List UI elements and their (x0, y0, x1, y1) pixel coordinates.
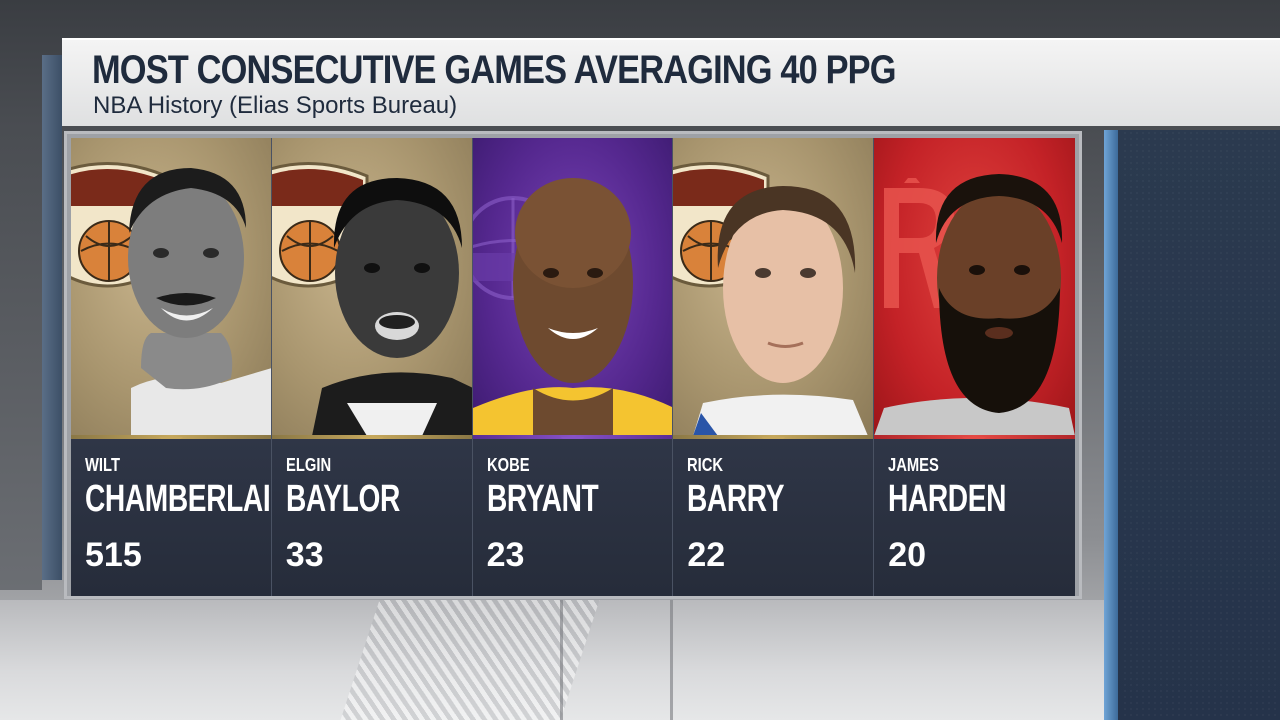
studio-floor-seam (560, 600, 563, 720)
studio-right-panel (1106, 130, 1280, 720)
studio-left-frame (0, 130, 42, 590)
player-portrait (311, 178, 472, 436)
player-stat-value: 22 (687, 536, 726, 574)
player-last-name: BRYANT (486, 478, 599, 520)
player-info: JAMES HARDEN 20 (874, 439, 1075, 596)
player-cards: WILT CHAMBERLAIN 515 (71, 138, 1075, 596)
player-stat-value: 23 (486, 536, 525, 574)
player-last-name: HARDEN (888, 478, 1007, 520)
player-stat-value: 515 (85, 536, 142, 574)
player-stat-value: 33 (285, 536, 324, 574)
studio-floor-seam (670, 600, 673, 720)
page-title: MOST CONSECUTIVE GAMES AVERAGING 40 PPG (92, 48, 897, 92)
studio-left-strip (42, 55, 62, 580)
player-cards-frame: WILT CHAMBERLAIN 515 (64, 131, 1082, 599)
player-first-name: JAMES (888, 455, 940, 475)
rockets-logo-icon (884, 178, 955, 308)
player-card: RICK BARRY 22 (673, 138, 875, 596)
player-photo (271, 138, 472, 436)
player-info: RICK BARRY 22 (673, 439, 874, 596)
page-subtitle: NBA History (Elias Sports Bureau) (93, 92, 458, 119)
player-first-name: WILT (85, 455, 120, 475)
player-portrait (472, 178, 673, 436)
player-portrait (874, 174, 1075, 436)
hall-of-fame-logo-icon (271, 162, 369, 288)
title-banner: MOST CONSECUTIVE GAMES AVERAGING 40 PPG … (62, 38, 1280, 126)
player-card: JAMES HARDEN 20 (874, 138, 1075, 596)
player-last-name: BARRY (687, 478, 785, 520)
studio-right-panel-texture (1122, 130, 1280, 720)
player-last-name: CHAMBERLAIN (85, 478, 272, 520)
player-photo (874, 138, 1075, 436)
player-first-name: KOBE (486, 455, 530, 475)
player-card: WILT CHAMBERLAIN 515 (71, 138, 272, 596)
player-info: KOBE BRYANT 23 (472, 439, 673, 596)
player-portrait (693, 186, 869, 436)
player-photo (71, 138, 271, 436)
studio-right-panel-edge (1104, 130, 1118, 720)
player-last-name: BAYLOR (285, 478, 400, 520)
player-first-name: RICK (687, 455, 724, 475)
studio-floor (0, 600, 1280, 720)
player-photo (673, 138, 874, 436)
player-first-name: ELGIN (285, 455, 331, 475)
player-info: ELGIN BAYLOR 33 (271, 439, 472, 596)
player-stat-value: 20 (888, 536, 927, 574)
player-portrait (128, 168, 271, 436)
player-photo (472, 138, 673, 436)
player-card: ELGIN BAYLOR 33 (271, 138, 473, 596)
player-card: KOBE BRYANT 23 (472, 138, 674, 596)
player-info: WILT CHAMBERLAIN 515 (71, 439, 272, 596)
